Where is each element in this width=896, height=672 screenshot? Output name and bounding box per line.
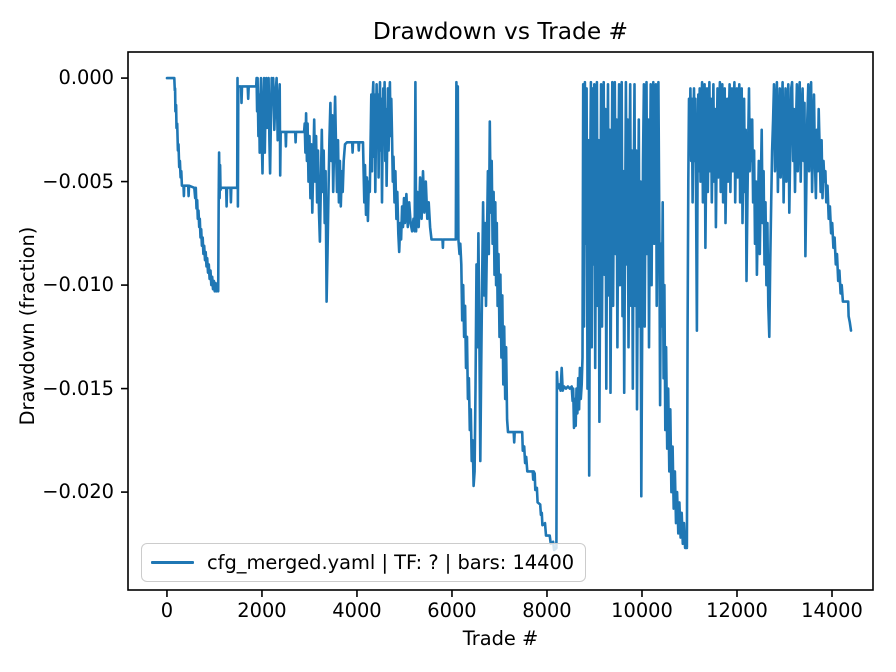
y-tick-label: −0.020 — [42, 480, 114, 504]
x-tick-label: 6000 — [427, 599, 477, 622]
plot-spines — [127, 51, 874, 591]
x-tick-label: 8000 — [522, 599, 572, 622]
legend: cfg_merged.yaml | TF: ? | bars: 14400 — [141, 543, 587, 582]
y-tick-label: −0.015 — [42, 376, 114, 400]
x-axis-label: Trade # — [462, 627, 539, 650]
y-tick-label: 0.000 — [58, 66, 114, 90]
y-tick-label: −0.010 — [42, 273, 114, 297]
y-tick-label: −0.005 — [42, 169, 114, 193]
legend-line-sample-icon — [151, 561, 194, 564]
x-tick-label: 10000 — [611, 599, 673, 622]
x-tick-label: 12000 — [706, 599, 768, 622]
x-tick-label: 14000 — [801, 599, 863, 622]
x-tick-label: 2000 — [237, 599, 287, 622]
legend-label: cfg_merged.yaml | TF: ? | bars: 14400 — [207, 551, 575, 574]
drawdown-line — [165, 76, 853, 552]
chart-title: Drawdown vs Trade # — [372, 18, 629, 45]
x-tick-label: 0 — [160, 599, 174, 622]
x-tick-label: 4000 — [332, 599, 382, 622]
y-axis-label: Drawdown (fraction) — [16, 226, 39, 426]
